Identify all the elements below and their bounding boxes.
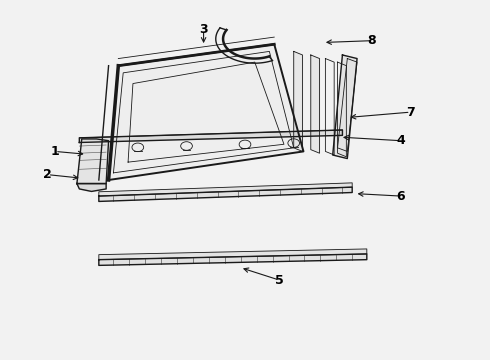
Polygon shape: [99, 254, 367, 265]
Polygon shape: [99, 249, 367, 260]
Text: 5: 5: [275, 274, 284, 287]
Text: 8: 8: [368, 34, 376, 47]
Polygon shape: [333, 55, 357, 158]
Polygon shape: [99, 183, 352, 196]
Text: 1: 1: [50, 145, 59, 158]
Polygon shape: [99, 187, 352, 202]
Text: 3: 3: [199, 23, 208, 36]
Polygon shape: [79, 130, 343, 143]
Polygon shape: [311, 55, 319, 153]
Polygon shape: [109, 44, 303, 180]
Text: 4: 4: [396, 134, 405, 147]
Text: 7: 7: [406, 105, 415, 119]
Polygon shape: [294, 51, 302, 152]
Text: 2: 2: [43, 168, 52, 181]
Text: 6: 6: [396, 190, 405, 203]
Polygon shape: [77, 139, 109, 184]
Polygon shape: [77, 184, 106, 192]
